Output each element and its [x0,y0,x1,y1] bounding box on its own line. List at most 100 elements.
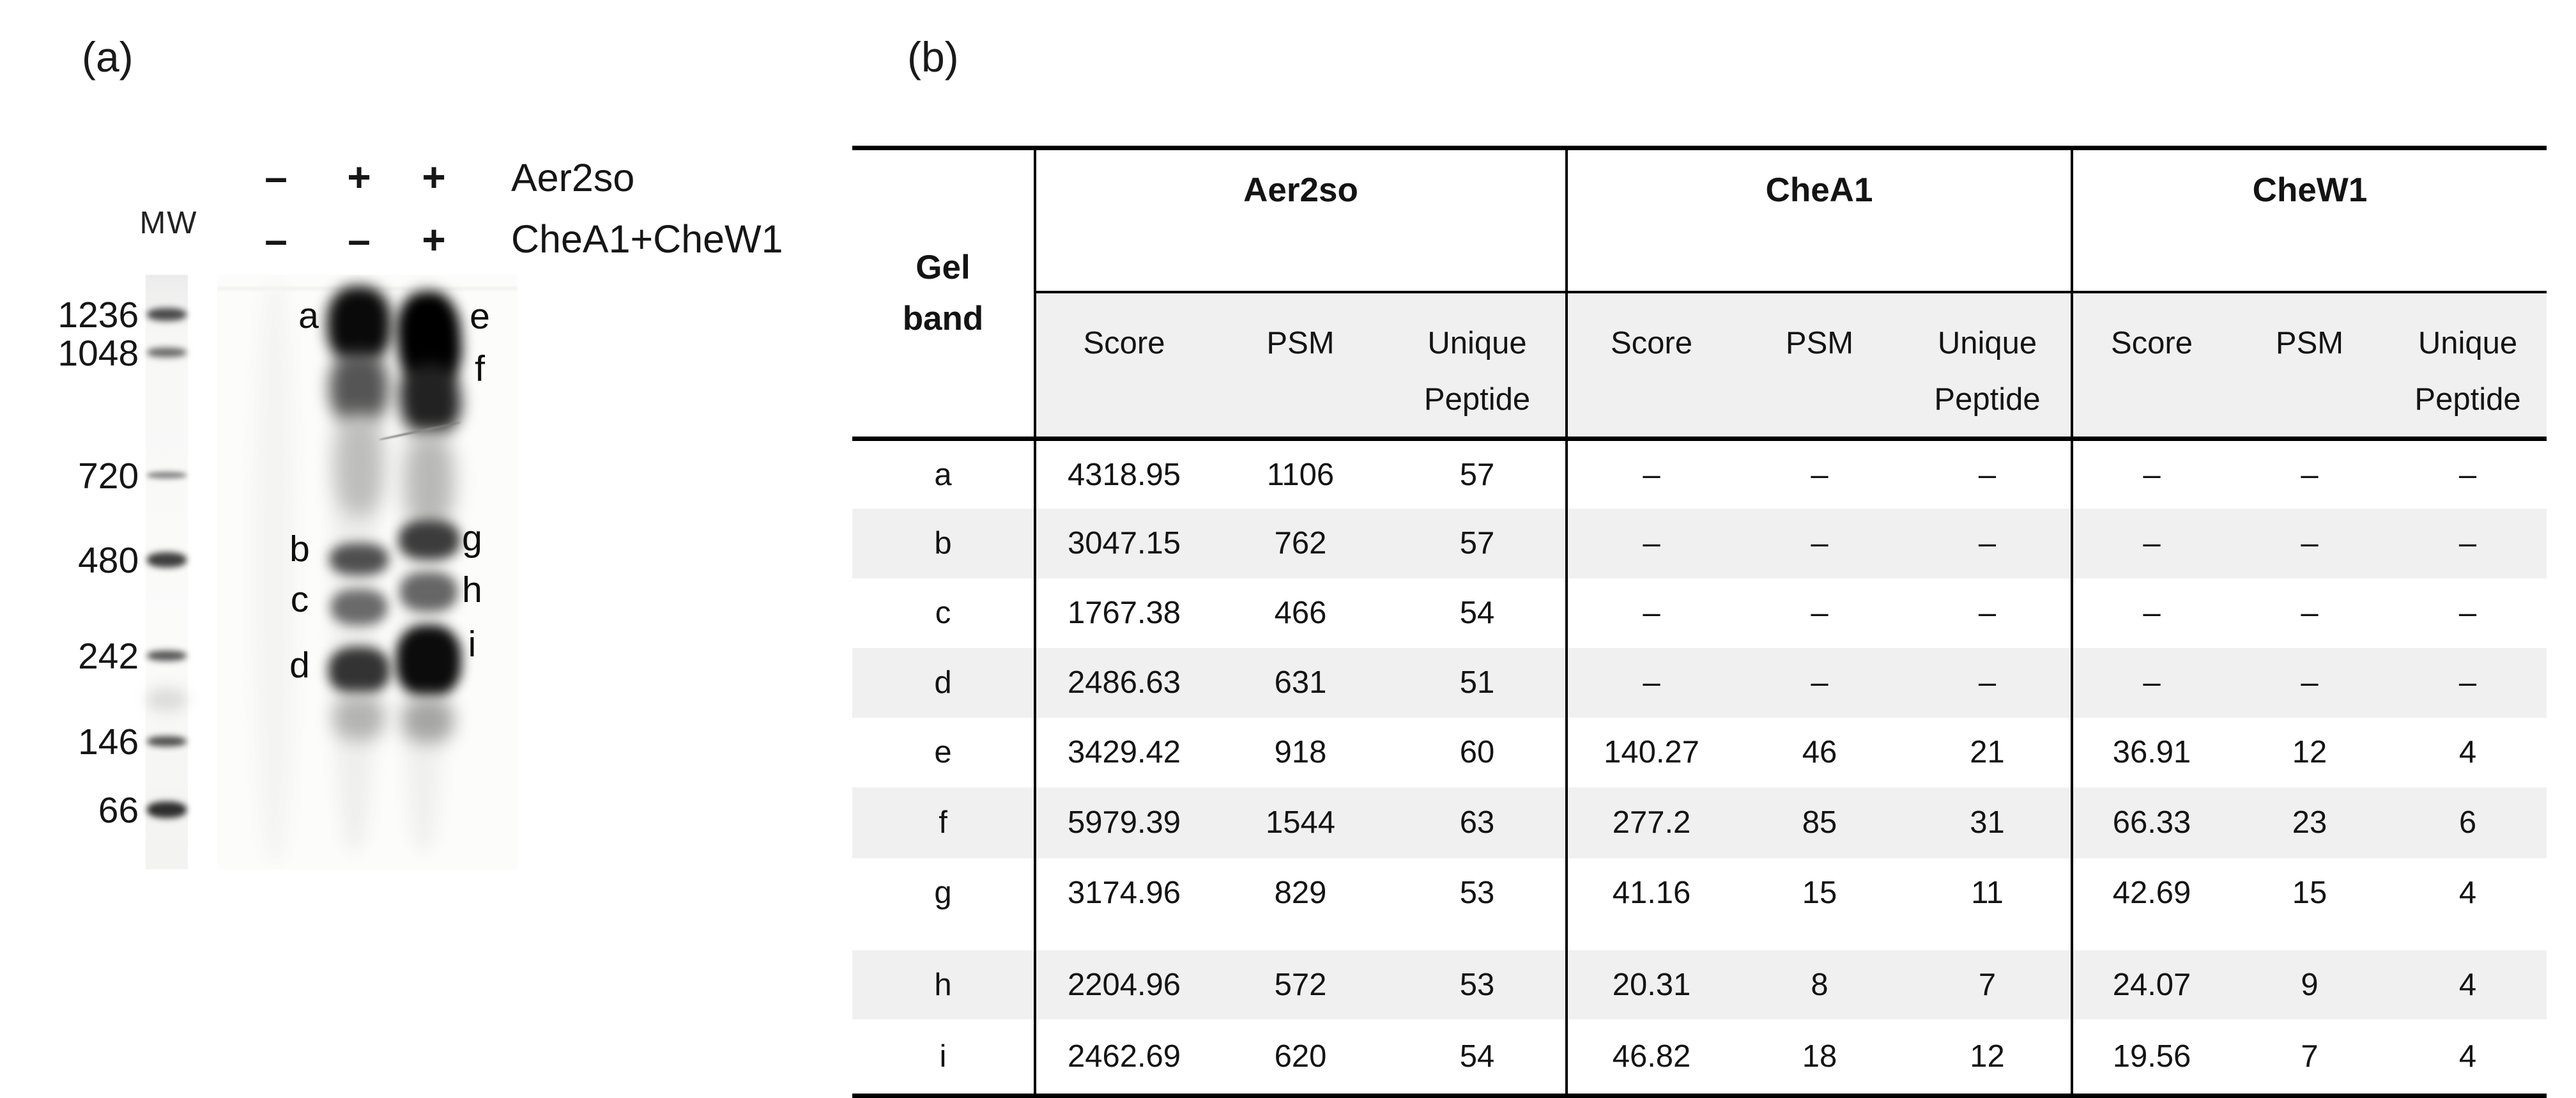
band-label-h: h [462,569,482,610]
cell: 277.2 [1565,787,1735,858]
table-row-e: e 3429.42 918 60 140.27 46 21 36.91 12 4 [852,717,2547,787]
cell: – [2301,526,2319,561]
cell: 57 [1459,526,1495,561]
band-cell: c [935,596,951,630]
cell: 21 [1970,735,2005,769]
chea1-psm-header: PSM [1735,292,1904,441]
group-header-aer2so: Aer2so [1034,146,1567,293]
cell: 41.16 [1565,858,1735,950]
subheader-row: Score PSM Unique Peptide Score PSM Uniqu… [852,292,2547,441]
chew1-unique-peptide-header: Unique Peptide [2389,292,2547,441]
gel-band-g [399,520,460,560]
cell: – [2301,457,2319,492]
band-label-e: e [470,296,490,337]
chew1-score-header: Score [2071,292,2230,441]
ladder-band-1236 [147,308,187,321]
cell: 2486.63 [1034,647,1212,718]
chea1chew1-row-label: CheA1+CheW1 [511,217,783,261]
cell: 19.56 [2071,1019,2230,1098]
cell: 12 [1904,1019,2072,1098]
band-label-f: f [475,348,485,389]
cell: 20.31 [1565,950,1735,1019]
aer2so-unique-line2: Peptide [1423,382,1531,417]
cell: 3174.96 [1034,858,1212,950]
cell: 23 [2292,805,2327,840]
cell: – [1811,457,1828,492]
band-label-a: a [298,295,319,336]
cell: 5979.39 [1034,787,1212,858]
chea1-unique-peptide-header: Unique Peptide [1904,292,2072,441]
table-row-g: g 3174.96 829 53 41.16 15 11 42.69 15 4 [852,858,2547,950]
cell: 54 [1459,596,1495,630]
band-cell: e [934,735,952,769]
chea1chew1-lane1-symbol: – [264,217,288,263]
cell: 9 [2301,967,2319,1002]
table-row-h: h 2204.96 572 53 20.31 8 7 24.07 9 4 [852,950,2547,1019]
cell: 3047.15 [1034,508,1212,578]
group-header-chew1: CheW1 [2071,146,2547,293]
mw-mark-480: 480 - [78,540,161,581]
table-row-f: f 5979.39 1544 63 277.2 85 31 66.33 23 6 [852,787,2547,858]
cell: 36.91 [2071,717,2230,787]
group-header-row: Gel band Aer2so CheA1 CheW1 [852,146,2547,441]
cell: – [1978,596,1997,630]
band-cell: i [852,1019,1035,1098]
chea1chew1-lane3-symbol: + [422,217,446,263]
mw-lane-label: MW [139,206,198,240]
panel-a-label: (a) [82,33,134,81]
aer2so-row-label: Aer2so [511,156,635,199]
cell: 53 [1459,967,1495,1002]
aer2so-score-header: Score [1034,292,1212,441]
chew1-unique-line1: Unique [2418,326,2518,360]
cell: 572 [1274,967,1327,1002]
table-row-c: c 1767.38 466 54 – – – – – – [852,578,2547,648]
cell: 4 [2458,875,2477,910]
chea1-unique-line2: Peptide [1934,382,2041,417]
chew1-unique-line2: Peptide [2414,382,2521,417]
cell: 54 [1389,1019,1567,1098]
cell: – [1565,438,1735,509]
table-row-b: b 3047.15 762 57 – – – – – – [852,508,2547,578]
cell: 1106 [1266,457,1335,492]
cell: – [2071,508,2230,578]
band-label-b: b [289,529,310,569]
band-label-g: g [462,518,482,559]
cell: 24.07 [2071,950,2230,1019]
cell: – [1811,665,1828,700]
gel-band-d-tail [334,695,385,740]
gel-band-header: Gel band [852,146,1035,441]
aer2so-lane2-symbol: + [347,154,371,200]
table-row-i: i 2462.69 620 54 46.82 18 12 19.56 7 4 [852,1019,2547,1098]
cell: 4 [2458,735,2477,769]
cell: 620 [1212,1019,1389,1098]
cell: 140.27 [1565,717,1735,787]
mw-ladder-lane [146,275,188,869]
gel-band-c [331,589,387,625]
cell: – [1811,526,1828,561]
cell: 31 [1970,805,2005,840]
protein-identification-table: Gel band Aer2so CheA1 CheW1 Score PSM Un… [852,146,2547,1098]
band-label-c: c [290,579,309,620]
cell: – [2458,596,2477,630]
gel-band-f-tail [406,433,454,529]
aer2so-unique-line1: Unique [1427,326,1527,360]
mw-mark-1236: 1236 - [57,295,161,336]
ladder-band-720 [147,472,187,479]
ladder-band-146 [147,736,187,746]
cell: 631 [1274,665,1327,700]
cell: 51 [1459,665,1495,700]
band-cell: d [934,665,952,700]
mw-mark-242: 242 - [78,636,161,677]
cell: 4 [2389,1019,2547,1098]
band-cell: b [934,526,952,561]
ladder-smudge [147,688,187,711]
ladder-band-1048 [147,348,187,357]
cell: 4318.95 [1034,438,1212,509]
cell: – [1978,665,1997,700]
cell: – [1978,526,1997,561]
gel-band-h [400,572,457,612]
cell: 466 [1274,596,1327,630]
mw-mark-1048: 1048 - [57,333,161,374]
gel-band-i [396,625,461,697]
panel-a: (a) – + + Aer2so – – + CheA1+CheW1 MW 12… [0,0,850,1060]
